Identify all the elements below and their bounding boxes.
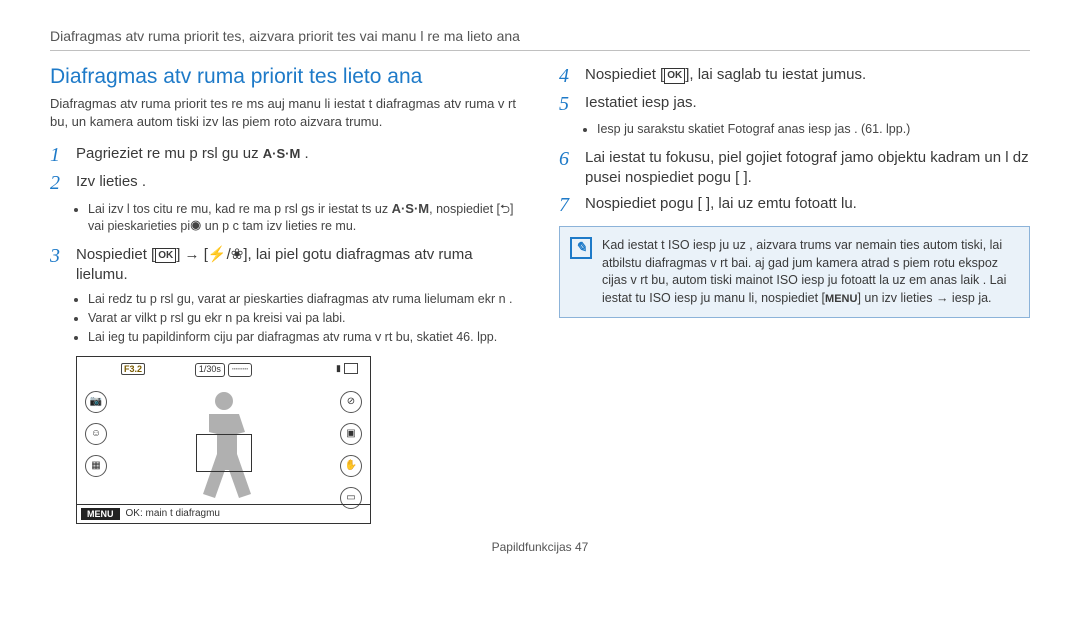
aperture-badge: F3.2 [121,363,145,375]
camera-preview-figure: F3.2 1/30s ┄┄┄ ▮ 📷 ☺ ▦ ⊘ ▣ ✋ [76,356,371,524]
af-icon: ▣ [340,423,362,445]
left-column: Diafragmas atv ruma priorit tes lieto an… [50,65,521,524]
mode-indicator-icon: ▮ [336,363,341,374]
step-number: 3 [50,245,76,286]
step-number: 4 [559,65,585,87]
camera-hint-text: OK: main t diafragmu [126,508,220,519]
step-1: 1 Pagrieziet re mu p rsl gu uz A·S·M . [50,144,521,166]
ok-icon: OK [155,248,176,264]
step-number: 5 [559,93,585,115]
menu-button-icon: MENU [81,508,120,520]
step-number: 1 [50,144,76,166]
step-7: 7 Nospiediet pogu [ ], lai uz emtu fotoa… [559,194,1030,216]
bullet-item: Lai redz tu p rsl gu, varat ar pieskarti… [88,291,521,308]
menu-label-icon: MENU [825,293,857,305]
face-icon: ☺ [85,423,107,445]
stabilizer-icon: ✋ [340,455,362,477]
bullet-item: Lai izv l tos citu re mu, kad re ma p rs… [88,200,521,235]
wb-icon: ▦ [85,455,107,477]
asm-icon: A·S·M [263,146,301,161]
right-column: 4 Nospiediet [OK], lai saglab tu iestat … [559,65,1030,524]
page-footer: Papildfunkcijas 47 [50,540,1030,554]
step-text: Nospiediet pogu [ ], lai uz emtu fotoatt… [585,194,857,216]
focus-frame-icon [196,434,252,472]
step-3: 3 Nospiediet [OK] → [⚡/❀], lai piel gotu… [50,245,521,286]
step-5: 5 Iestatiet iesp jas. [559,93,1030,115]
bullet-item: Lai ieg tu papildinform ciju par diafrag… [88,329,521,346]
battery-icon [344,363,358,374]
bullet-item: Varat ar vilkt p rsl gu ekr n pa kreisi … [88,310,521,327]
ok-icon: OK [664,68,685,84]
mode-icon: ◉ [190,219,201,233]
flash-macro-icon: ⚡/❀ [208,246,243,263]
step-text: Lai iestat tu fokusu, piel gojiet fotogr… [585,148,1030,189]
asm-icon: A·S·M [392,201,430,216]
step-number: 6 [559,148,585,189]
section-title: Diafragmas atv ruma priorit tes lieto an… [50,65,521,89]
step-text: Iestatiet iesp jas. [585,93,697,115]
breadcrumb: Diafragmas atv ruma priorit tes, aizvara… [50,28,1030,51]
camera-mode-icon: 📷 [85,391,107,413]
info-note: ✎ Kad iestat t ISO iesp ju uz , aizvara … [559,226,1030,318]
step-2: 2 Izv lieties . [50,172,521,194]
step-text: Izv lieties . [76,172,146,194]
info-icon: ✎ [570,237,592,259]
step-number: 2 [50,172,76,194]
step-text: Pagrieziet re mu p rsl gu uz [76,145,259,162]
shutter-badge: 1/30s [195,363,225,377]
back-icon: ⮌ [500,202,510,216]
step-4: 4 Nospiediet [OK], lai saglab tu iestat … [559,65,1030,87]
step-6: 6 Lai iestat tu fokusu, piel gojiet foto… [559,148,1030,189]
lead-paragraph: Diafragmas atv ruma priorit tes re ms au… [50,95,521,130]
bullet-item: Iesp ju sarakstu skatiet Fotograf anas i… [597,121,1030,138]
ev-scale-icon: ┄┄┄ [228,363,252,377]
step-number: 7 [559,194,585,216]
flash-off-icon: ⊘ [340,391,362,413]
